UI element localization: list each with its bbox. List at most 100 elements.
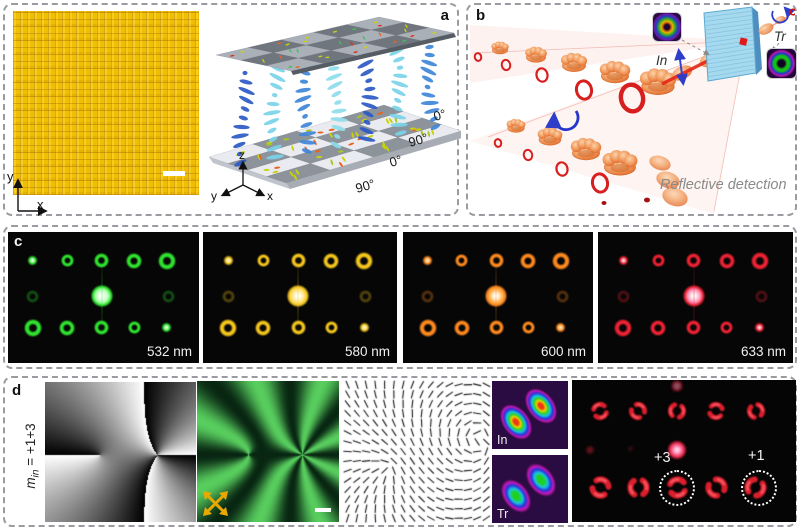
lc-helix-segment <box>297 103 311 112</box>
lc-rod <box>409 127 417 130</box>
diffraction-ring <box>453 319 470 336</box>
lc-helix-segment <box>391 88 406 97</box>
lc-helix-segment <box>298 131 317 137</box>
lc-rod <box>316 155 323 159</box>
lc-helix-segment <box>272 93 278 98</box>
lc-helix-segment <box>263 110 281 116</box>
lc-helix-segment <box>238 86 255 96</box>
lc-helix-segment <box>363 119 371 125</box>
diffraction-dot <box>27 255 39 267</box>
lc-rod <box>295 66 300 68</box>
lc-helix-segment <box>364 86 376 92</box>
beam-blob <box>656 171 680 189</box>
lc-rod <box>293 174 298 181</box>
diffraction-ring <box>126 252 143 269</box>
transmitted-mode-inset <box>767 49 796 78</box>
diffraction-dot <box>358 322 370 334</box>
panel-b-label: b <box>476 7 486 24</box>
lc-rod <box>341 156 346 162</box>
lc-helix-segment <box>242 70 248 76</box>
metasurface-micrograph <box>13 11 199 195</box>
vortex-ring <box>522 148 534 162</box>
angle-label-2: 90° <box>407 130 430 150</box>
lc-rod <box>431 129 435 136</box>
wavelength-label: 532 nm <box>146 344 192 359</box>
lc-rod <box>304 36 310 39</box>
lc-rod <box>318 55 323 58</box>
lc-rod <box>381 144 386 150</box>
diffraction-image-580: 580 nm <box>203 232 397 363</box>
lc-helix-segment <box>361 102 378 110</box>
diffraction-dot <box>161 322 173 334</box>
diffraction-ring <box>323 252 340 269</box>
lc-helix-segment <box>302 114 308 119</box>
lc-rod <box>385 118 390 125</box>
input-mode-equation: min = +1+3 <box>23 423 42 489</box>
phase-profile-map <box>45 382 196 522</box>
xyz-triad: z x y <box>211 148 273 203</box>
lc-rod <box>230 54 235 57</box>
lc-helix-segment <box>325 73 343 81</box>
crossed-polarizers-icon <box>203 491 228 516</box>
vortex-ring <box>574 79 594 101</box>
y-axis-label: y <box>7 169 14 184</box>
top-plate <box>215 16 456 75</box>
angle-label-4: 90° <box>354 176 377 196</box>
lc-helix-segment <box>327 66 340 71</box>
lc-rod <box>410 35 415 37</box>
lc-helix-segment <box>266 144 282 152</box>
lc-helix-segment <box>268 136 278 143</box>
circular-polarization-arrow <box>545 110 580 131</box>
lc-helix-segment <box>421 75 434 83</box>
lc-rod <box>402 40 407 42</box>
lc-rod <box>404 28 407 33</box>
angle-label-3: 0° <box>388 152 404 170</box>
lc-rod <box>348 142 355 146</box>
panel-c-label: c <box>14 233 23 250</box>
panel-a-label: a <box>440 7 449 24</box>
diffraction-ring <box>60 254 74 268</box>
lc-rod <box>328 128 335 132</box>
lc-rod <box>282 138 290 141</box>
charge-annotation-plus3: +3 <box>654 450 671 466</box>
vortex-spiral <box>591 402 609 421</box>
lc-rod <box>317 131 324 134</box>
helical-beam <box>506 118 526 133</box>
helical-beam <box>570 137 602 161</box>
lc-helix-segment <box>390 122 408 127</box>
lc-helix-segment <box>240 106 250 112</box>
lc-helix-segment <box>394 97 402 103</box>
diffraction-ring <box>255 319 272 336</box>
lc-rod <box>355 131 359 138</box>
lc-rod <box>332 30 338 33</box>
vortex-ring <box>500 58 512 72</box>
diffraction-ring <box>556 289 570 303</box>
vortex-ring <box>473 52 483 62</box>
director-vector-field <box>343 380 491 523</box>
lc-rod <box>382 141 386 148</box>
lc-rod <box>352 28 357 31</box>
diffraction-ring <box>161 289 175 303</box>
lc-rod <box>337 150 344 153</box>
lc-rod <box>385 146 390 152</box>
flare-streak <box>495 255 498 337</box>
diffraction-ring <box>418 318 437 337</box>
lc-rod <box>330 159 334 166</box>
lc-rod <box>353 51 358 53</box>
diffraction-ring <box>94 253 110 269</box>
diffraction-dot <box>555 322 567 334</box>
diffraction-ring <box>651 254 665 268</box>
lc-rod <box>338 161 344 168</box>
diffraction-ring <box>750 251 769 270</box>
vortex-ring <box>555 161 569 177</box>
lc-helix-segment <box>334 134 341 139</box>
lc-helix-segment <box>429 116 438 122</box>
helical-beam <box>537 127 563 146</box>
scale-bar <box>315 508 331 512</box>
lc-helix-segment <box>391 80 409 88</box>
lc-helix-segment <box>396 65 404 70</box>
lc-rod <box>266 143 273 146</box>
diffraction-ring <box>421 289 435 303</box>
lc-helix-segment <box>395 130 407 136</box>
bottom-plate <box>208 104 461 189</box>
